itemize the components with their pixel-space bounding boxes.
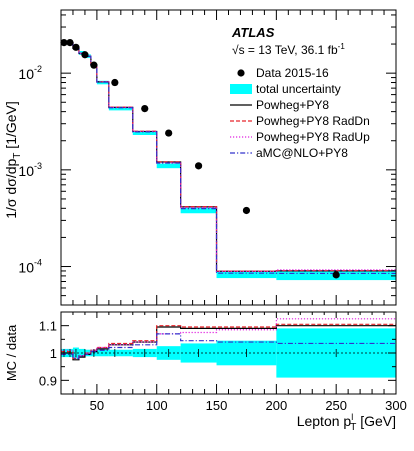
- x-tick-label: 300: [385, 398, 407, 413]
- uncertainty-band: [61, 40, 396, 281]
- legend-uncertainty-label: total uncertainty: [256, 82, 341, 96]
- x-tick-label: 200: [266, 398, 288, 413]
- data-point: [81, 51, 89, 59]
- ratio-uncertainty-bin: [108, 349, 133, 357]
- data-point: [66, 39, 74, 47]
- energy-label: √s = 13 TeV, 36.1 fb-1: [232, 42, 345, 57]
- uncertainty-bin: [96, 80, 109, 85]
- y-tick-label-base: 10: [18, 163, 34, 179]
- x-axis-title-sub: T: [350, 422, 356, 433]
- uncertainty-bin: [156, 163, 181, 169]
- ratio-y-tick-label: 1.1: [39, 319, 57, 334]
- y-tick-label-base: 10: [18, 66, 34, 82]
- ratio-panel: 0.9 1 1.1 50 100 150 200 250 300: [39, 311, 407, 413]
- uncertainty-bin: [108, 106, 133, 111]
- ratio-y-axis-title: MC / data: [4, 324, 19, 381]
- main-panel: 10-210-310-4 ATLAS √s = 13 TeV, 36.1 fb-…: [18, 9, 397, 306]
- data-point: [194, 162, 203, 170]
- uncertainty-bin: [216, 271, 277, 279]
- legend-data-marker: [237, 69, 245, 77]
- ratio-line-0: [61, 325, 396, 361]
- y-tick-label-base: 10: [18, 260, 34, 276]
- x-axis-title-main: Lepton p: [297, 413, 352, 429]
- main-x-ticks: [60, 10, 397, 305]
- ratio-x-axis: 50 100 150 200 250 300: [60, 312, 407, 413]
- y-axis-title-sub: T: [12, 153, 23, 159]
- x-axis-title-sup: l: [351, 412, 353, 422]
- data-point: [141, 104, 149, 113]
- y-tick-label-exp: -4: [34, 258, 42, 268]
- y-axis-title-main: 1/σ dσ/dp: [3, 158, 19, 218]
- data-point: [242, 206, 251, 215]
- main-y-axis: 10-210-310-4: [18, 14, 396, 306]
- y-tick-label: 10-3: [18, 161, 42, 179]
- legend-uncertainty-swatch: [230, 84, 252, 94]
- y-axis-title-unit: [1/GeV]: [3, 101, 19, 152]
- data-point: [72, 43, 80, 51]
- data-points: [60, 39, 340, 279]
- legend-data-label: Data 2015-16: [256, 66, 329, 80]
- x-tick-label: 100: [146, 398, 168, 413]
- x-tick-label: 250: [325, 398, 347, 413]
- y-axis-title: 1/σ dσ/dpT [1/GeV]: [3, 101, 23, 219]
- legend-label-1: Powheg+PY8 RadDn: [256, 114, 370, 128]
- x-tick-label: 50: [90, 398, 104, 413]
- legend-label-0: Powheg+PY8: [256, 98, 329, 112]
- ratio-y-tick-label: 0.9: [39, 373, 57, 388]
- data-point: [165, 129, 173, 137]
- energy-label-sup: -1: [338, 42, 346, 51]
- energy-label-text: √s = 13 TeV, 36.1 fb: [232, 43, 338, 57]
- legend-label-2: Powheg+PY8 RadUp: [256, 130, 370, 144]
- data-point: [90, 61, 98, 69]
- x-tick-label: 150: [206, 398, 228, 413]
- legend-series: Powheg+PY8 Powheg+PY8 RadDn Powheg+PY8 Rad…: [230, 98, 370, 160]
- y-tick-label-exp: -3: [34, 161, 42, 171]
- legend-label-3: aMC@NLO+PY8: [256, 146, 348, 160]
- ratio-line-3: [61, 333, 396, 360]
- x-axis-title-unit: [GeV]: [356, 413, 396, 429]
- ratio-y-axis: 0.9 1 1.1: [39, 311, 396, 395]
- ratio-y-tick-label: 1: [50, 346, 57, 361]
- x-axis-title: Lepton pl T [GeV]: [297, 412, 396, 433]
- ratio-lines: [61, 318, 396, 361]
- series-line-2: [61, 41, 396, 273]
- y-tick-label: 10-4: [18, 258, 42, 276]
- data-point: [332, 271, 340, 279]
- uncertainty-bin: [180, 207, 217, 214]
- y-tick-label-exp: -2: [34, 64, 42, 74]
- legend: Data 2015-16 total uncertainty Powheg+PY…: [230, 66, 370, 160]
- uncertainty-bin: [132, 131, 157, 135]
- experiment-label: ATLAS: [231, 25, 275, 40]
- y-tick-label: 10-2: [18, 64, 42, 82]
- data-point: [111, 78, 119, 87]
